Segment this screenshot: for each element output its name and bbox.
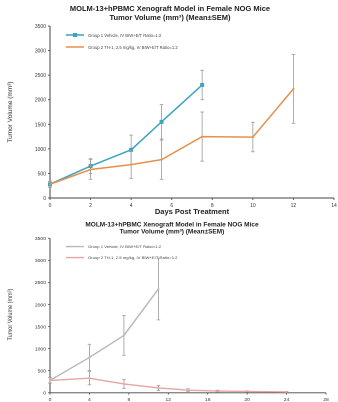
- y-tick-label: 0: [43, 196, 46, 202]
- series-line-2: [49, 88, 295, 185]
- chart-2-subtitle: Tumor Volume (mm³) (Mean±SEM): [120, 229, 225, 236]
- data-point: [285, 390, 288, 393]
- chart-1: MOLM-13+hPBMC Xenograft Model in Female …: [7, 4, 337, 216]
- y-tick-label: 500: [38, 369, 47, 375]
- data-point: [292, 87, 295, 90]
- y-tick-label: 2000: [35, 302, 46, 308]
- y-tick-label: 3000: [35, 258, 46, 264]
- x-tick-label: 20: [244, 397, 250, 402]
- chart-1-xlabel: Days Post Treatment: [155, 207, 230, 216]
- data-point: [129, 147, 134, 152]
- x-tick-label: 8: [127, 397, 130, 402]
- y-tick-label: 1000: [35, 147, 46, 153]
- y-tick-label: 3000: [35, 49, 46, 55]
- y-tick-label: 3500: [35, 236, 46, 242]
- series-line-2: [49, 377, 287, 393]
- x-tick-label: 24: [284, 397, 290, 402]
- data-point: [88, 377, 91, 380]
- data-point: [122, 334, 125, 337]
- x-tick-label: 4: [88, 397, 91, 402]
- chart-2: MOLM-13+hPBMC Xenograft Model in Female …: [8, 221, 329, 402]
- x-tick-label: 14: [331, 203, 337, 209]
- y-tick-label: 500: [38, 171, 47, 177]
- x-tick-label: 2: [89, 203, 92, 209]
- chart-1-title: MOLM-13+hPBMC Xenograft Model in Female …: [70, 4, 270, 13]
- legend-label: Group 1 Vehicle, IV BIW+E/T Ratio=1:2: [88, 244, 162, 249]
- series-line-1: [49, 288, 160, 382]
- chart-2-axes: 0 500 1000 1500 2000 2500 3000 3500 0 4 8 12 16 20 24 2…: [35, 236, 329, 402]
- y-tick-label: 3500: [35, 24, 46, 30]
- data-point: [159, 119, 164, 124]
- x-tick-label: 16: [205, 397, 211, 402]
- data-point: [246, 390, 249, 393]
- legend-label: Group 1 Vehicle, IV BIW+E/T Ratio=1:2: [88, 33, 162, 38]
- data-point: [157, 387, 160, 389]
- chart-2-title: MOLM-13+hPBMC Xenograft Model in Female …: [85, 221, 259, 228]
- data-point: [216, 390, 219, 392]
- legend-label: Group 2 TH-1, 2.5 mg/kg, IV BIW+E/T Rati…: [88, 255, 178, 260]
- y-tick-label: 0: [43, 391, 46, 397]
- series-line-1: [49, 84, 203, 185]
- x-tick-label: 28: [323, 397, 329, 402]
- data-point: [160, 158, 163, 161]
- legend-label: Group 2 TH-1, 2.5 mg/kg, IV BIW+E/T Rati…: [88, 45, 178, 50]
- legend-marker: [73, 33, 77, 37]
- x-tick-label: 8: [211, 203, 214, 209]
- chart-2-plot-area: [48, 257, 289, 393]
- data-point: [130, 163, 133, 166]
- y-tick-label: 2500: [35, 280, 46, 286]
- data-point: [201, 135, 204, 138]
- data-point: [157, 288, 160, 290]
- data-point: [88, 356, 91, 359]
- chart-1-legend: Group 1 Vehicle, IV BIW+E/T Ratio=1:2 Gro…: [66, 33, 178, 50]
- x-tick-label: 4: [130, 203, 133, 209]
- y-tick-label: 2000: [35, 98, 46, 104]
- chart-2-ylabel: Tumor Volume (mm³): [8, 289, 14, 341]
- x-tick-label: 10: [250, 203, 256, 209]
- x-tick-label: 12: [291, 203, 297, 209]
- chart-1-subtitle: Tumor Volume (mm³) (Mean±SEM): [110, 13, 231, 22]
- data-point: [251, 136, 254, 139]
- x-tick-label: 0: [49, 203, 52, 209]
- chart-2-legend: Group 1 Vehicle, IV BIW+E/T Ratio=1:2 Gro…: [66, 244, 178, 260]
- chart-1-axes: 0 500 1000 1500 2000 2500 3000 3500 0 2 4 6 8 10 12 14: [35, 24, 337, 209]
- data-point: [49, 183, 51, 186]
- chart-1-ylabel: Tumor Volume (mm³): [7, 81, 14, 142]
- y-tick-label: 1500: [35, 325, 46, 331]
- data-point: [187, 389, 189, 392]
- x-tick-label: 6: [170, 203, 173, 209]
- x-tick-label: 12: [166, 397, 172, 402]
- y-tick-label: 1000: [35, 347, 46, 353]
- data-point: [89, 168, 92, 171]
- y-tick-label: 1500: [35, 122, 46, 128]
- chart-1-plot-area: [48, 54, 296, 188]
- y-tick-label: 2500: [35, 73, 46, 79]
- data-point: [122, 383, 125, 385]
- data-point: [200, 82, 205, 87]
- x-tick-label: 0: [49, 397, 52, 402]
- data-point: [49, 379, 51, 382]
